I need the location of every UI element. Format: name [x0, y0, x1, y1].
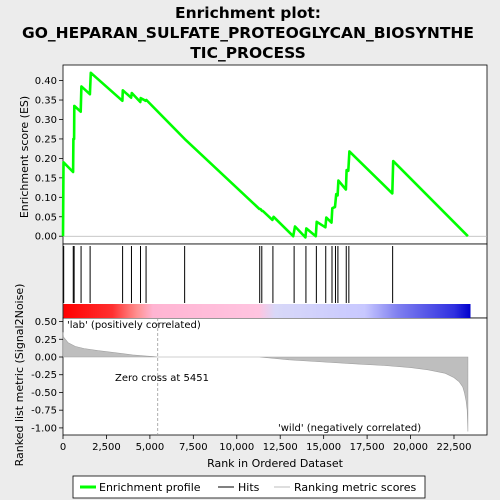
- legend-hits-label: Hits: [238, 481, 260, 494]
- es-y-tick-label: 0.10: [35, 193, 57, 204]
- x-tick-label: 12,500: [263, 442, 298, 453]
- title-line-2: GO_HEPARAN_SULFATE_PROTEOGLYCAN_BIOSYNTH…: [22, 24, 474, 42]
- ranking-metric-layer: [62, 318, 469, 435]
- x-tick-label: 5,000: [136, 442, 165, 453]
- hits-layer: [63, 246, 394, 303]
- x-axis: 0 2,500 5,000 7,500 10,000 12,500 15,000 17,500…: [60, 435, 471, 453]
- x-tick-label: 7,500: [179, 442, 208, 453]
- legend: Enrichment profile Hits Ranking metric s…: [72, 475, 426, 499]
- rank-color-bar: [63, 304, 471, 318]
- positive-correlation-label: 'lab' (positively correlated): [67, 320, 201, 331]
- x-tick-label: 15,000: [306, 442, 341, 453]
- x-tick-label: 20,000: [393, 442, 428, 453]
- enrichment-profile-layer: [61, 71, 487, 239]
- ranking-metric-area: [62, 332, 469, 432]
- es-y-tick-label: 0.05: [35, 212, 57, 223]
- metric-y-tick-label: -0.25: [31, 370, 57, 381]
- x-tick-label: 22,500: [436, 442, 471, 453]
- x-tick-label: 2,500: [92, 442, 121, 453]
- es-y-axis: 0.00 0.05 0.10 0.15 0.20 0.25 0.30 0.35 0.40: [35, 76, 63, 243]
- legend-profile-label: Enrichment profile: [99, 481, 201, 494]
- metric-y-tick-label: 0.00: [35, 353, 57, 364]
- es-y-tick-label: 0.25: [35, 134, 57, 145]
- es-y-tick-label: 0.40: [35, 76, 57, 87]
- es-y-tick-label: 0.15: [35, 173, 57, 184]
- es-y-tick-label: 0.35: [35, 96, 57, 107]
- metric-y-tick-label: -1.00: [31, 423, 57, 434]
- enrichment-profile-line: [61, 71, 469, 239]
- title-line-3: TIC_PROCESS: [190, 44, 306, 62]
- metric-y-axis: 0.50 0.25 0.00 -0.25 -0.50 -0.75 -1.00: [31, 317, 63, 434]
- es-y-tick-label: 0.30: [35, 115, 57, 126]
- x-axis-label: Rank in Ordered Dataset: [207, 457, 344, 470]
- zero-cross-label: Zero cross at 5451: [115, 373, 209, 384]
- title-line-1: Enrichment plot:: [175, 4, 321, 22]
- metric-y-axis-label: Ranked list metric (Signal2Noise): [13, 284, 26, 467]
- metric-y-tick-label: -0.50: [31, 388, 57, 399]
- metric-y-tick-label: 0.25: [35, 335, 57, 346]
- x-tick-label: 17,500: [350, 442, 385, 453]
- legend-metric-label: Ranking metric scores: [294, 481, 416, 494]
- chart-title: Enrichment plot: GO_HEPARAN_SULFATE_PROT…: [22, 4, 474, 62]
- legend-box: [72, 475, 426, 499]
- negative-correlation-label: 'wild' (negatively correlated): [278, 423, 421, 434]
- metric-y-tick-label: 0.50: [35, 317, 57, 328]
- x-tick-label: 0: [60, 442, 66, 453]
- es-y-axis-label: Enrichment score (ES): [18, 96, 31, 218]
- es-y-tick-label: 0.20: [35, 154, 57, 165]
- metric-y-tick-label: -0.75: [31, 406, 57, 417]
- es-y-tick-label: 0.00: [35, 232, 57, 243]
- x-tick-label: 10,000: [219, 442, 254, 453]
